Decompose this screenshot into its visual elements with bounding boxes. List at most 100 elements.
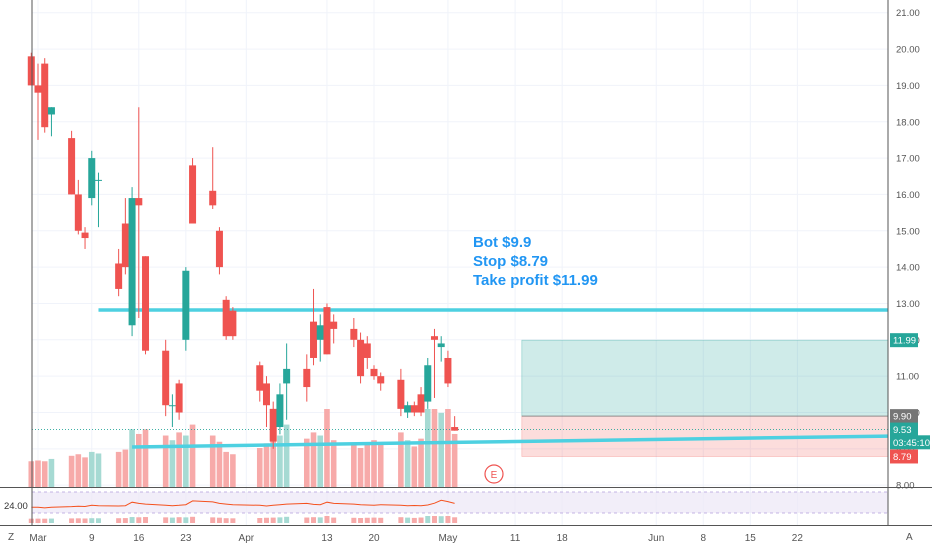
volume-bar <box>162 435 169 487</box>
indicator-bar <box>89 518 95 523</box>
candle-body <box>121 223 129 268</box>
candle-body <box>262 383 270 406</box>
x-tick-label: 13 <box>321 533 333 544</box>
indicator-bar <box>257 518 263 523</box>
candle-body <box>323 307 331 355</box>
volume-bar <box>277 435 283 487</box>
indicator-bar <box>398 517 404 523</box>
indicator-bar <box>35 518 41 523</box>
volume-bar <box>183 435 189 487</box>
indicator-bar <box>42 518 48 523</box>
indicator-bar <box>129 517 135 523</box>
volume-bar <box>129 429 135 487</box>
indicator-line <box>31 499 455 509</box>
volume-bar <box>357 448 364 487</box>
x-tick-label: May <box>438 533 457 544</box>
y-tick-label: 17.00 <box>896 154 920 165</box>
earnings-marker[interactable]: E <box>484 464 504 484</box>
candle-body <box>310 321 318 358</box>
volume-bar <box>189 424 196 487</box>
volume-bar <box>310 432 317 487</box>
volume-bar <box>283 424 290 487</box>
volume-bar <box>35 460 41 487</box>
volume-bar <box>263 443 270 487</box>
indicator-bar <box>371 517 377 523</box>
candle-body <box>115 263 123 289</box>
annotation-entry: Bot $9.9 <box>473 234 531 251</box>
earnings-circle[interactable] <box>484 464 504 484</box>
indicator-band <box>32 492 888 513</box>
volume-bar <box>142 429 149 487</box>
price-label-tag <box>890 333 918 348</box>
y-tick-label: 21.00 <box>896 8 920 19</box>
candle-body <box>135 198 143 206</box>
y-tick-label: 11.00 <box>896 372 919 383</box>
drawn-lines[interactable] <box>32 308 889 449</box>
indicator-bar <box>270 517 276 523</box>
volume-bar <box>317 435 324 487</box>
indicator-pane[interactable]: 24.00 <box>4 491 888 523</box>
price-label-text: 8.79 <box>893 452 912 463</box>
indicator-bar <box>223 518 229 523</box>
price-scale-labels: 11.99 9.90 9.53 03:45:10 8.79 <box>890 333 930 464</box>
volume-bar <box>41 461 48 487</box>
x-tick-label: Jun <box>648 533 664 544</box>
volume-bar <box>418 438 424 487</box>
indicator-bar <box>418 517 424 523</box>
price-label-tag <box>890 422 918 437</box>
candle-body <box>74 194 82 231</box>
indicator-bar <box>122 518 128 523</box>
candle-body <box>316 325 324 340</box>
volume-bar <box>411 446 418 487</box>
volume-bar <box>122 449 129 487</box>
indicator-bar <box>405 517 411 523</box>
zoom-button[interactable]: Z <box>8 532 14 543</box>
candle-body <box>222 299 230 337</box>
candle-body <box>397 379 405 409</box>
corner-buttons[interactable]: Z A <box>8 532 913 543</box>
candle-body <box>41 63 49 128</box>
candle-body <box>27 56 35 86</box>
indicator-bar <box>331 517 337 523</box>
volume-bar <box>351 444 357 487</box>
candle-body <box>189 165 197 224</box>
indicator-bar <box>143 517 149 523</box>
indicator-bar <box>216 517 222 523</box>
volume-bar <box>377 444 384 487</box>
y-tick-label: 18.00 <box>896 117 920 128</box>
indicator-bar <box>163 517 169 523</box>
indicator-bar <box>411 517 417 523</box>
x-tick-label: 18 <box>557 533 569 544</box>
candle-body <box>430 336 438 340</box>
indicator-bar <box>445 516 451 523</box>
candle-body <box>424 365 432 402</box>
candle-body <box>175 383 183 413</box>
volume-bar <box>364 443 371 487</box>
x-tick-label: 15 <box>745 533 757 544</box>
price-label-text: 11.99 <box>893 336 916 347</box>
price-label-text: 03:45:10 <box>893 438 930 449</box>
candle-body <box>162 350 170 406</box>
volume-bar <box>304 438 310 487</box>
candle-body <box>437 343 445 348</box>
volume-bar <box>95 453 102 487</box>
indicator-bar <box>116 518 122 523</box>
indicator-bar <box>230 518 236 523</box>
volume-bar <box>223 451 229 487</box>
auto-scale-button[interactable]: A <box>906 532 913 543</box>
indicator-bar <box>425 516 431 523</box>
x-tick-label: 23 <box>180 533 192 544</box>
indicator-bar <box>75 518 81 523</box>
candle-body <box>444 357 452 384</box>
x-tick-label: Mar <box>29 533 47 544</box>
volume-bar <box>398 432 404 487</box>
candle-body <box>451 427 459 431</box>
x-tick-label: 16 <box>133 533 145 544</box>
indicator-bar <box>311 517 317 523</box>
indicator-bar <box>169 517 175 523</box>
volume-bar <box>68 455 75 487</box>
candle-body <box>94 179 102 181</box>
